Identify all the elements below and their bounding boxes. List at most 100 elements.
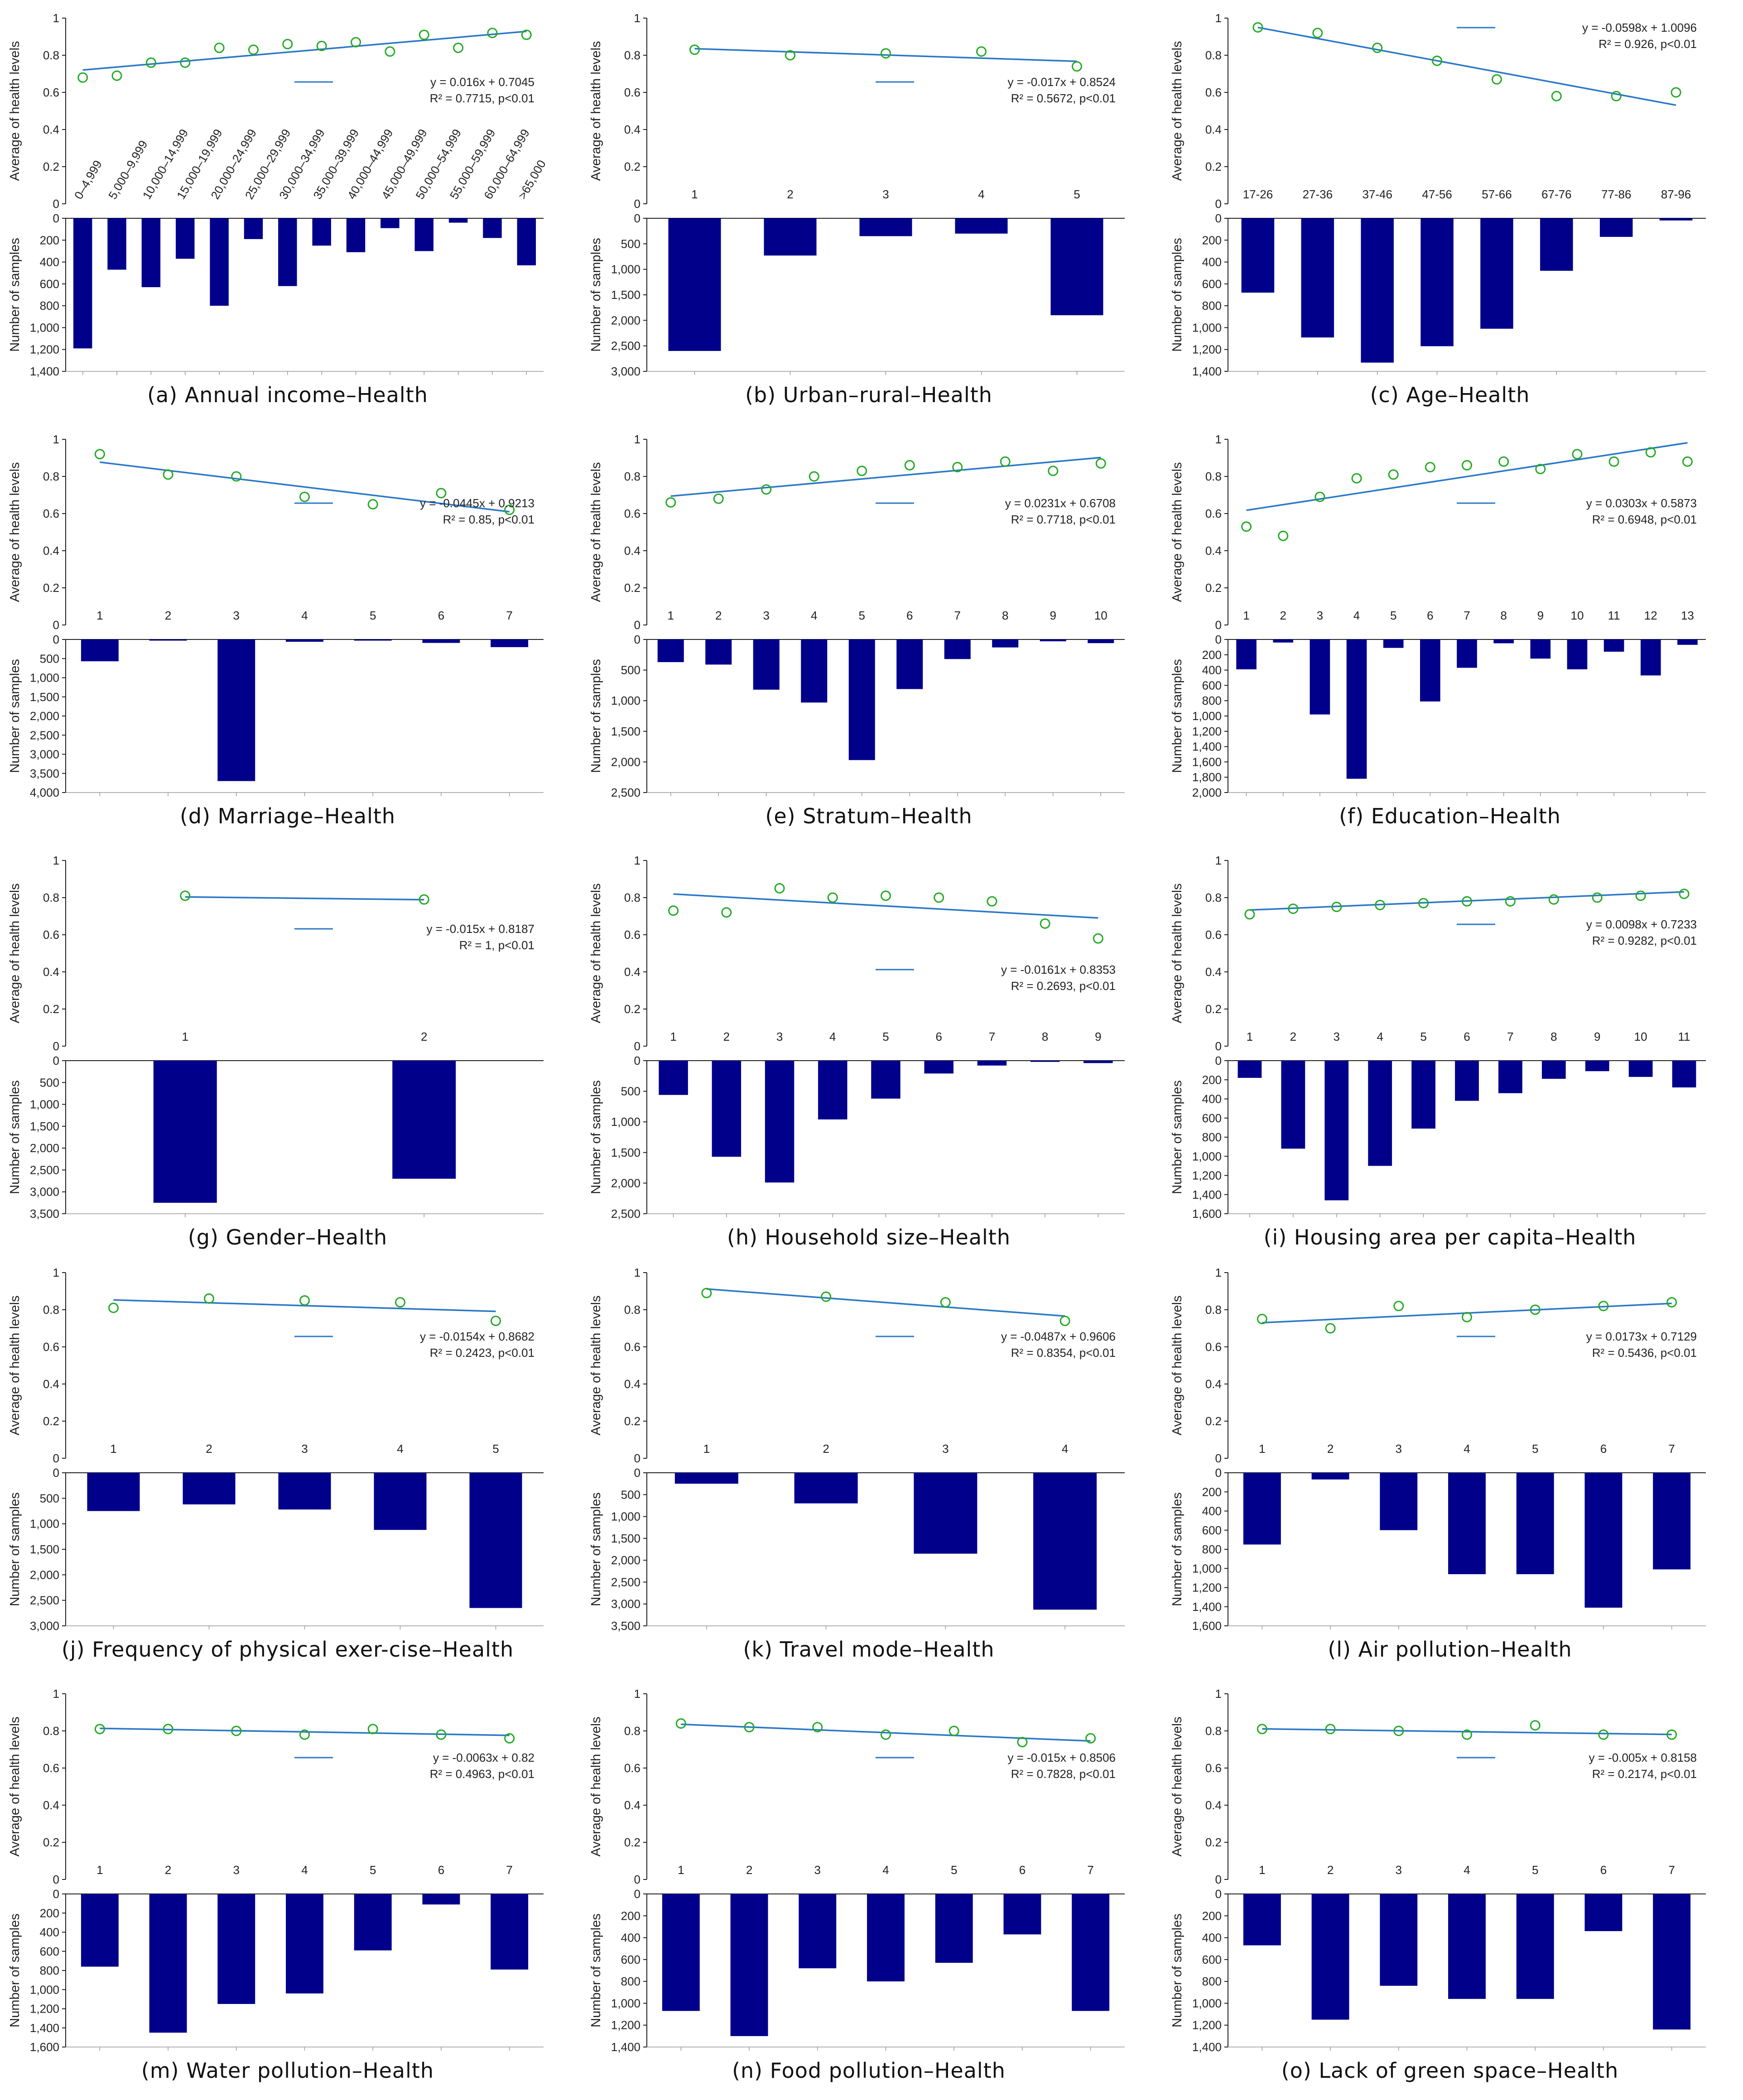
top-y-tick-label: 0.2 [624,1002,640,1016]
health-point [1611,91,1622,101]
health-point [145,57,156,68]
health-point [108,1302,119,1313]
top-y-tick-label: 0 [53,1039,59,1053]
trend-line [82,30,527,71]
category-label: 0–4,999 [72,158,105,202]
panel-caption: (h) Household size–Health [727,1225,1011,1249]
chart-panel-c: 0 0.2 0.4 0.6 0.8 1 0 200 400 600 800 1,000 1,200 1,4… [1162,9,1738,417]
top-y-tick-label: 0.4 [1205,1798,1222,1812]
sample-bar [867,1894,905,1982]
category-label: 6 [1600,1442,1607,1456]
panel-caption: (c) Age–Health [1370,383,1530,407]
health-point [1072,61,1082,72]
top-y-tick-label: 0.6 [43,1761,59,1775]
trend-equation: y = 0.0098x + 0.7233 [1586,918,1697,931]
bottom-y-tick-label: 3,500 [30,767,59,780]
top-y-tick-label: 0 [634,1451,640,1465]
trend-r2: R² = 0.7718, p<0.01 [1011,513,1116,526]
chart-svg-i: 00.20.40.60.8102004006008001,0001,2001,4… [1170,854,1706,1221]
top-y-tick-label: 0.2 [43,1414,59,1428]
bottom-y-tick-label: 200 [1202,1485,1222,1499]
sample-bar [1368,1061,1392,1166]
category-label: 7 [1464,609,1470,622]
bottom-y-tick-label: 1,500 [611,1146,640,1159]
health-point [1462,460,1472,471]
top-y-tick-label: 0.8 [624,1303,640,1317]
sample-bar [1567,639,1588,669]
sample-bar [712,1061,741,1157]
health-point [1491,74,1502,85]
panel-caption: (f) Education–Health [1339,804,1561,828]
health-point [761,484,772,495]
health-point [180,57,191,68]
category-label: 2 [746,1863,752,1877]
health-point [1679,889,1690,899]
sample-bar [1516,1473,1554,1574]
health-point [248,44,259,55]
top-y-tick-label: 0.2 [624,581,640,595]
health-point [713,493,724,504]
bottom-y-tick-label: 0 [1215,1466,1222,1480]
health-point [1432,55,1443,66]
health-point [385,46,395,57]
top-y-tick-label: 0.8 [43,1303,59,1317]
bottom-y-tick-label: 1,500 [611,725,640,738]
top-y-tick-label: 0 [1215,197,1222,211]
bottom-y-tick-label: 0 [1215,1054,1222,1067]
bottom-y-axis-label: Number of samples [8,1492,22,1606]
category-label: 2 [715,609,722,622]
top-y-tick-label: 1 [634,1266,640,1279]
bottom-y-tick-label: 1,400 [30,365,59,378]
category-label: 6 [438,609,444,622]
top-y-tick-label: 0.6 [1205,1761,1222,1775]
category-label: 7 [506,609,512,622]
top-y-tick-label: 0.6 [624,1340,640,1354]
sample-bar [491,1894,529,1970]
sample-bar [668,218,721,351]
top-y-axis-label: Average of health levels [589,883,603,1023]
health-point [351,37,361,48]
bottom-y-tick-label: 1,200 [611,2018,640,2032]
trend-equation: y = 0.016x + 0.7045 [430,75,534,89]
bottom-y-tick-label: 1,000 [30,1098,59,1111]
bottom-y-tick-label: 1,500 [30,690,59,704]
top-y-tick-label: 0.2 [624,1836,640,1849]
bottom-y-tick-label: 600 [1202,678,1222,692]
bottom-y-tick-label: 400 [1202,1931,1222,1945]
top-y-tick-label: 0.8 [624,48,640,62]
bottom-y-tick-label: 500 [40,1491,59,1505]
bottom-y-tick-label: 3,000 [30,748,59,761]
health-point [1645,447,1656,458]
health-point [949,1725,959,1736]
trend-line [1257,26,1676,106]
bottom-y-tick-label: 2,500 [611,339,640,353]
sample-bar [992,639,1019,648]
bottom-y-tick-label: 2,500 [611,786,640,799]
sample-bar [1311,1894,1349,2020]
bottom-y-tick-label: 200 [1202,648,1222,662]
health-point [987,896,997,907]
bottom-y-tick-label: 4,000 [30,786,59,799]
sample-bar [1236,639,1257,669]
category-label: 10 [1571,609,1584,622]
sample-bar [1083,1061,1113,1063]
top-y-tick-label: 0.2 [624,160,640,173]
chart-panel-a: 0 0.2 0.4 0.6 0.8 1 0 200 400 600 800 1,000 1,200 1,4… [0,9,575,417]
health-point [163,469,173,480]
top-y-tick-label: 0.8 [1205,48,1222,62]
top-y-tick-label: 0.4 [43,965,59,979]
sample-bar [1480,218,1513,329]
bottom-y-tick-label: 1,500 [30,1543,59,1556]
category-label: 6 [1019,1863,1026,1877]
category-label: 4 [829,1030,836,1043]
top-y-tick-label: 1 [1215,854,1222,867]
health-point [491,1316,501,1326]
health-point [1462,1312,1472,1322]
sample-bar [1420,218,1454,346]
category-label: 1 [1259,1442,1265,1456]
health-point [1095,458,1106,469]
top-y-axis-label: Average of health levels [8,462,22,602]
sample-bar [659,1061,688,1095]
bottom-y-tick-label: 1,000 [611,1996,640,2010]
bottom-y-tick-label: 1,400 [611,2040,640,2054]
